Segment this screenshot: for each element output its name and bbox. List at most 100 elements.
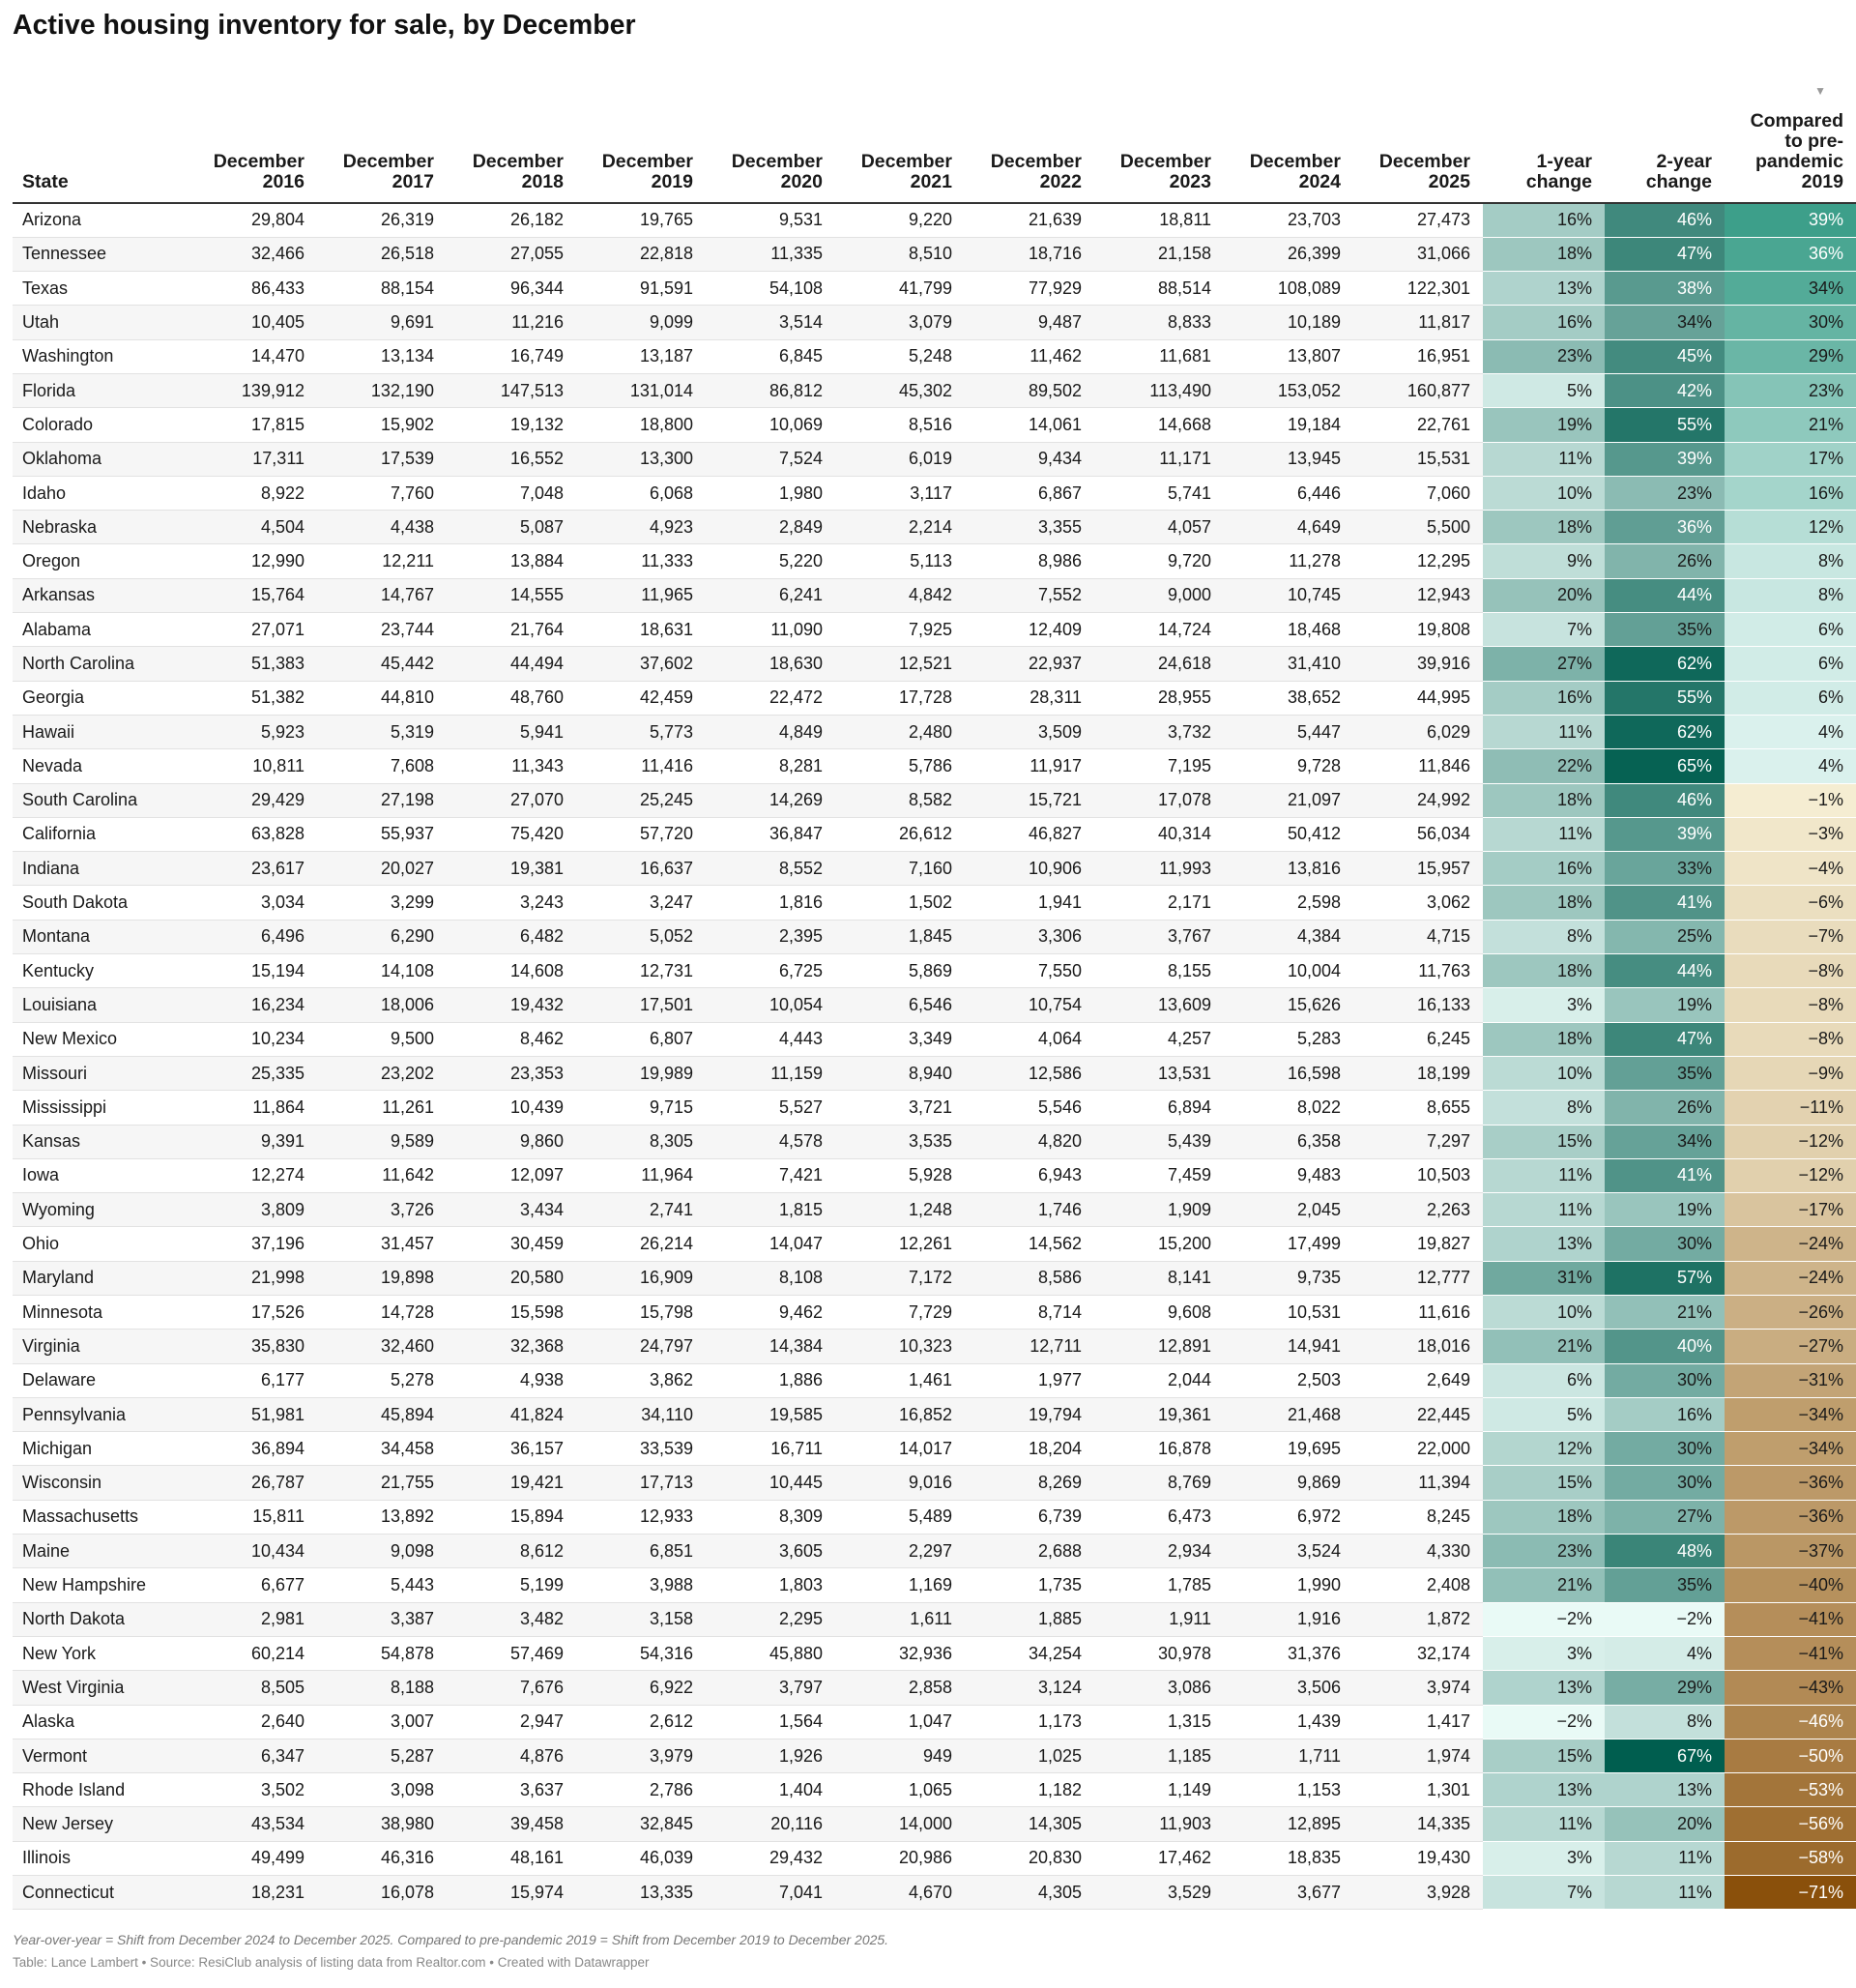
pre-pandemic-change-cell: −4% [1725, 851, 1856, 887]
pre-pandemic-change-cell: −56% [1725, 1806, 1856, 1842]
inventory-cell: 8,552 [706, 851, 835, 887]
inventory-cell: 3,306 [965, 920, 1094, 955]
one-year-change-cell: 18% [1483, 237, 1605, 273]
inventory-cell: 88,514 [1094, 271, 1224, 307]
one-year-change-cell: 11% [1483, 1806, 1605, 1842]
two-year-change-cell: 44% [1605, 578, 1725, 614]
state-cell: Washington [13, 339, 188, 374]
inventory-cell: 3,514 [706, 305, 835, 340]
inventory-cell: 42,459 [576, 681, 706, 716]
inventory-cell: 122,301 [1353, 271, 1483, 307]
pre-pandemic-change-cell: −11% [1725, 1090, 1856, 1126]
column-header-1-year-change[interactable]: 1-year change [1483, 79, 1605, 204]
one-year-change-cell: 21% [1483, 1567, 1605, 1603]
inventory-cell: 15,764 [188, 578, 317, 614]
inventory-cell: 3,117 [835, 476, 965, 512]
inventory-cell: 6,245 [1353, 1022, 1483, 1057]
inventory-cell: 4,504 [188, 510, 317, 545]
inventory-cell: 1,977 [965, 1363, 1094, 1398]
pre-pandemic-change-cell: 8% [1725, 543, 1856, 579]
inventory-cell: 14,562 [965, 1226, 1094, 1262]
inventory-cell: 23,202 [317, 1056, 447, 1092]
inventory-cell: 6,241 [706, 578, 835, 614]
pre-pandemic-change-cell: 6% [1725, 646, 1856, 682]
inventory-cell: 11,864 [188, 1090, 317, 1126]
inventory-cell: 18,716 [965, 237, 1094, 273]
inventory-cell: 14,269 [706, 783, 835, 818]
column-header-december-2019[interactable]: December 2019 [576, 79, 706, 204]
sort-descending-icon[interactable]: ▼ [1814, 84, 1826, 98]
inventory-cell: 7,729 [835, 1295, 965, 1330]
inventory-cell: 5,113 [835, 543, 965, 579]
two-year-change-cell: 26% [1605, 1090, 1725, 1126]
inventory-cell: 18,800 [576, 407, 706, 443]
inventory-cell: 26,399 [1224, 237, 1353, 273]
column-header-december-2025[interactable]: December 2025 [1353, 79, 1483, 204]
inventory-cell: 6,029 [1353, 715, 1483, 750]
two-year-change-cell: 39% [1605, 817, 1725, 853]
one-year-change-cell: 22% [1483, 748, 1605, 784]
inventory-cell: 4,438 [317, 510, 447, 545]
pre-pandemic-change-cell: −27% [1725, 1329, 1856, 1364]
inventory-cell: 16,637 [576, 851, 706, 887]
column-header-december-2016[interactable]: December 2016 [188, 79, 317, 204]
two-year-change-cell: 48% [1605, 1534, 1725, 1569]
inventory-cell: 3,862 [576, 1363, 706, 1398]
table-row: Oregon 12,990 12,211 13,884 11,333 5,220 5,113… [13, 543, 1856, 579]
inventory-cell: 15,957 [1353, 851, 1483, 887]
inventory-cell: 5,869 [835, 953, 965, 989]
inventory-cell: 13,892 [317, 1500, 447, 1535]
inventory-cell: 15,811 [188, 1500, 317, 1535]
state-cell: Kentucky [13, 953, 188, 989]
inventory-cell: 89,502 [965, 373, 1094, 409]
column-header-december-2023[interactable]: December 2023 [1094, 79, 1224, 204]
table-row: California 63,828 55,937 75,420 57,720 36,847… [13, 817, 1856, 853]
inventory-cell: 1,885 [965, 1602, 1094, 1637]
inventory-cell: 8,108 [706, 1261, 835, 1297]
column-header-compared-to-pre-pandemic[interactable]: ▼ Compared to pre-pandemic 2019 [1725, 79, 1856, 204]
pre-pandemic-change-cell: 12% [1725, 510, 1856, 545]
inventory-cell: 14,061 [965, 407, 1094, 443]
one-year-change-cell: 21% [1483, 1329, 1605, 1364]
inventory-cell: 4,384 [1224, 920, 1353, 955]
inventory-cell: 15,798 [576, 1295, 706, 1330]
inventory-cell: 2,044 [1094, 1363, 1224, 1398]
column-header-december-2024[interactable]: December 2024 [1224, 79, 1353, 204]
inventory-cell: 4,876 [447, 1739, 576, 1774]
inventory-cell: 1,502 [835, 885, 965, 921]
table-row: North Dakota 2,981 3,387 3,482 3,158 2,295 1,6… [13, 1602, 1856, 1637]
inventory-cell: 13,531 [1094, 1056, 1224, 1092]
inventory-cell: 12,521 [835, 646, 965, 682]
inventory-cell: 1,564 [706, 1705, 835, 1740]
inventory-cell: 9,728 [1224, 748, 1353, 784]
column-header-december-2021[interactable]: December 2021 [835, 79, 965, 204]
column-header-state[interactable]: State [13, 79, 188, 204]
inventory-cell: 9,608 [1094, 1295, 1224, 1330]
inventory-cell: 1,182 [965, 1772, 1094, 1808]
inventory-cell: 6,894 [1094, 1090, 1224, 1126]
inventory-cell: 14,668 [1094, 407, 1224, 443]
column-header-december-2017[interactable]: December 2017 [317, 79, 447, 204]
inventory-cell: 8,269 [965, 1465, 1094, 1501]
inventory-cell: 2,934 [1094, 1534, 1224, 1569]
inventory-cell: 18,811 [1094, 203, 1224, 238]
inventory-cell: 11,171 [1094, 442, 1224, 477]
pre-pandemic-change-cell: −3% [1725, 817, 1856, 853]
column-header-december-2018[interactable]: December 2018 [447, 79, 576, 204]
pre-pandemic-change-cell: −41% [1725, 1636, 1856, 1672]
inventory-cell: 18,231 [188, 1875, 317, 1911]
column-header-2-year-change[interactable]: 2-year change [1605, 79, 1725, 204]
inventory-cell: 26,182 [447, 203, 576, 238]
inventory-cell: 8,655 [1353, 1090, 1483, 1126]
inventory-cell: 2,408 [1353, 1567, 1483, 1603]
column-header-december-2020[interactable]: December 2020 [706, 79, 835, 204]
state-cell: Mississippi [13, 1090, 188, 1126]
one-year-change-cell: 10% [1483, 1056, 1605, 1092]
inventory-cell: 3,086 [1094, 1670, 1224, 1706]
two-year-change-cell: 41% [1605, 1158, 1725, 1194]
pre-pandemic-change-cell: −24% [1725, 1261, 1856, 1297]
column-header-december-2022[interactable]: December 2022 [965, 79, 1094, 204]
inventory-cell: 10,234 [188, 1022, 317, 1057]
inventory-cell: 23,744 [317, 612, 447, 648]
inventory-cell: 45,442 [317, 646, 447, 682]
